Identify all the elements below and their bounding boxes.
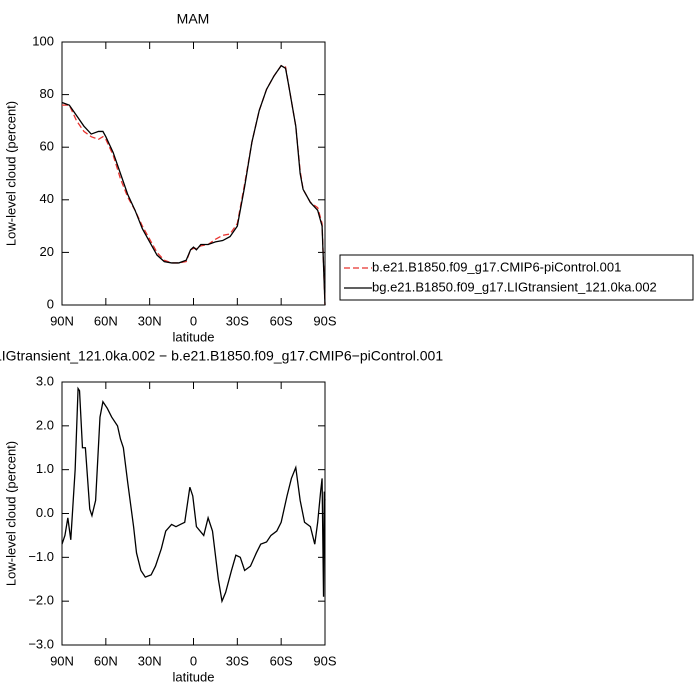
chart-title: MAM <box>177 11 210 27</box>
x-tick-label: 30S <box>226 313 249 328</box>
y-tick-label: 60 <box>40 139 54 154</box>
legend-box <box>339 254 694 301</box>
y-tick-label: 0 <box>47 296 54 311</box>
y-tick-label: 20 <box>40 244 54 259</box>
y-axis-label: Low-level cloud (percent) <box>3 101 18 246</box>
y-tick-label: 80 <box>40 86 54 101</box>
y-tick-label: −3.0 <box>28 636 54 651</box>
legend-label: bg.e21.B1850.f09_g17.LIGtransient_121.0k… <box>372 279 657 294</box>
y-tick-label: 100 <box>32 33 54 48</box>
x-tick-label: 30N <box>138 313 162 328</box>
x-tick-label: 90S <box>313 653 336 668</box>
x-tick-label: 60N <box>94 653 118 668</box>
x-tick-label: 60N <box>94 313 118 328</box>
data-line <box>61 64 326 306</box>
y-tick-label: 0.0 <box>36 505 54 520</box>
plot-frame <box>61 381 326 646</box>
data-line <box>62 64 326 306</box>
y-axis-label: Low-level cloud (percent) <box>3 441 18 586</box>
x-tick-label: 60S <box>270 313 293 328</box>
y-tick-label: 2.0 <box>36 417 54 432</box>
x-tick-label: 30S <box>226 653 249 668</box>
x-tick-label: 90N <box>50 653 74 668</box>
y-tick-label: −2.0 <box>28 593 54 608</box>
x-tick-label: 90N <box>50 313 74 328</box>
plot-frame <box>61 41 326 306</box>
data-line <box>61 386 326 604</box>
x-axis-label: latitude <box>173 669 215 684</box>
y-tick-label: 40 <box>40 191 54 206</box>
x-axis-label: latitude <box>173 329 215 344</box>
y-tick-label: −1.0 <box>28 549 54 564</box>
x-tick-label: 60S <box>270 653 293 668</box>
y-tick-label: 1.0 <box>36 461 54 476</box>
chart-title: LIGtransient_121.0ka.002 − b.e21.B1850.f… <box>0 348 443 364</box>
x-tick-label: 30N <box>138 653 162 668</box>
y-tick-label: 3.0 <box>36 373 54 388</box>
x-tick-label: 0 <box>190 653 197 668</box>
x-tick-label: 90S <box>313 313 336 328</box>
legend-label: b.e21.B1850.f09_g17.CMIP6-piControl.001 <box>372 259 621 274</box>
x-tick-label: 0 <box>190 313 197 328</box>
